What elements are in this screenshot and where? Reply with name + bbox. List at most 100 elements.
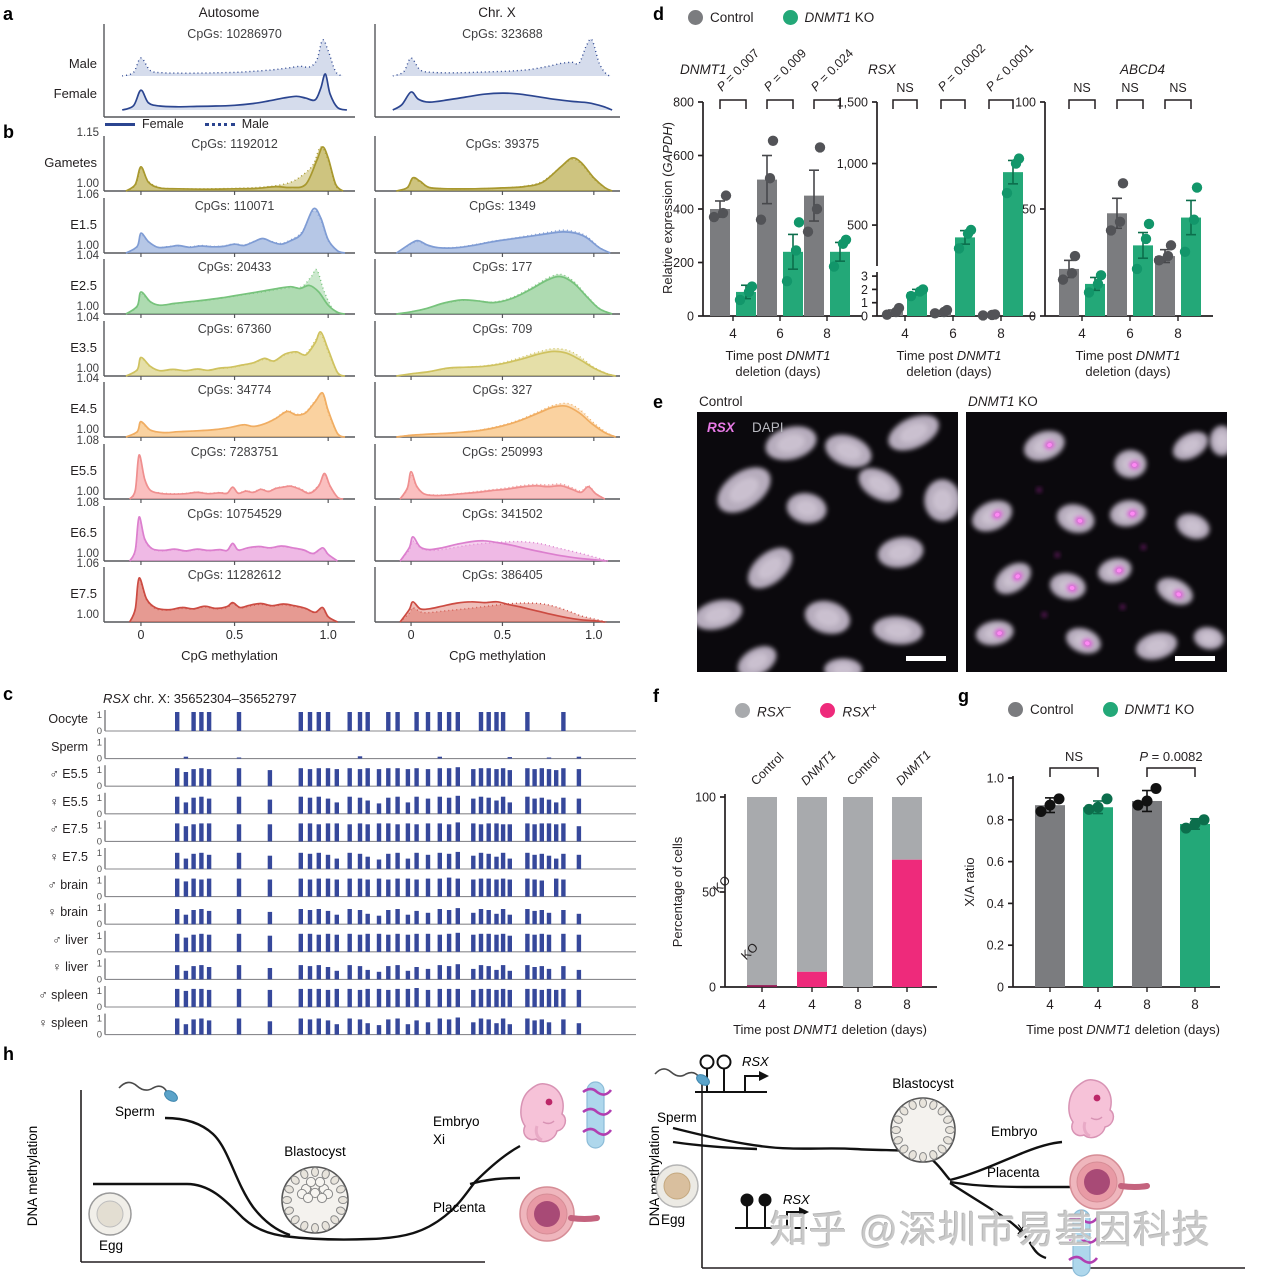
ellipse bbox=[893, 1136, 903, 1145]
methylation-bar bbox=[532, 934, 537, 952]
ellipse bbox=[321, 1169, 330, 1179]
track-ytick-0: 0 bbox=[97, 919, 102, 930]
day-label: 8 bbox=[823, 326, 831, 341]
bar-rsx-negative bbox=[797, 797, 827, 972]
data-dot bbox=[734, 294, 746, 306]
methylation-bar bbox=[334, 858, 339, 870]
methylation-bar bbox=[486, 966, 491, 980]
ns-label: NS bbox=[1169, 81, 1186, 95]
methylation-bar bbox=[507, 914, 512, 925]
data-dot bbox=[1013, 153, 1025, 164]
methylation-bar bbox=[507, 989, 512, 1007]
female-density-fill bbox=[126, 207, 345, 253]
methylation-bar bbox=[236, 909, 242, 925]
data-dot bbox=[977, 310, 989, 321]
ellipse bbox=[300, 1169, 309, 1179]
male-density-fill bbox=[396, 403, 616, 438]
ellipse bbox=[908, 1100, 917, 1110]
circle bbox=[314, 1176, 326, 1188]
methylation-bar bbox=[525, 823, 530, 842]
male-density-fill bbox=[400, 474, 605, 499]
ellipse bbox=[284, 1185, 294, 1194]
rsx-spot-core bbox=[1130, 511, 1135, 516]
panel-label-h: h bbox=[3, 1044, 14, 1064]
x-axis-label-line2: deletion (days) bbox=[735, 364, 820, 379]
methylation-bar bbox=[532, 769, 537, 787]
methylation-bar bbox=[316, 1018, 321, 1035]
y-max-label: 1.15 bbox=[76, 127, 99, 139]
x-tick-label: 0 bbox=[407, 627, 415, 642]
methylation-bar bbox=[334, 823, 339, 842]
ellipse bbox=[932, 488, 953, 512]
nucleus bbox=[1135, 632, 1178, 660]
nucleus bbox=[877, 537, 924, 568]
egg-label: Egg bbox=[99, 1238, 123, 1253]
cpg-count: CpGs: 341502 bbox=[462, 507, 543, 521]
y-max-label: 1.04 bbox=[76, 311, 99, 324]
column-label: Control bbox=[748, 750, 786, 788]
nucleus bbox=[765, 426, 817, 461]
methylation-bar bbox=[365, 768, 370, 787]
methylation-bar bbox=[405, 970, 411, 980]
path bbox=[1118, 1183, 1150, 1190]
embryo-label: Embryo bbox=[991, 1124, 1038, 1139]
male-density-fill bbox=[126, 333, 345, 376]
methylation-bar bbox=[414, 879, 419, 897]
methylation-bar bbox=[546, 934, 552, 952]
significance-bracket bbox=[1146, 767, 1196, 777]
methylation-bar bbox=[395, 878, 400, 897]
bar-dnmt1-ko bbox=[1180, 823, 1210, 987]
ellipse bbox=[1184, 519, 1203, 534]
sperm-icon bbox=[654, 1068, 710, 1086]
female-density-line bbox=[128, 454, 344, 500]
methylation-bar bbox=[386, 966, 391, 980]
embryo-icon bbox=[520, 1083, 567, 1143]
methylation-bar bbox=[386, 712, 391, 731]
methylation-bar bbox=[183, 914, 189, 925]
cpg-count: CpGs: 1192012 bbox=[191, 137, 278, 151]
male-density-fill bbox=[126, 210, 345, 253]
methylation-bar bbox=[365, 712, 370, 731]
track-ytick-0: 0 bbox=[97, 974, 102, 985]
ellipse bbox=[1180, 438, 1201, 454]
methylation-bar bbox=[376, 878, 382, 897]
y-tick-label: 0.6 bbox=[987, 855, 1004, 869]
methylation-bar bbox=[206, 823, 212, 842]
ellipse bbox=[929, 1150, 938, 1160]
y-tick-label: 800 bbox=[673, 96, 694, 110]
methylation-bar bbox=[478, 965, 484, 980]
methylation-bar bbox=[576, 1023, 582, 1035]
cpg-count: CpGs: 10286970 bbox=[187, 27, 282, 41]
female-density-fill bbox=[129, 516, 338, 561]
methylation-bar bbox=[199, 965, 204, 980]
methylation-bar bbox=[316, 988, 321, 1007]
methylation-bar bbox=[376, 859, 382, 869]
y-tick-label: 2 bbox=[861, 283, 868, 297]
day-label: 8 bbox=[1143, 997, 1151, 1012]
methylation-bar bbox=[365, 879, 370, 897]
methylation-bar bbox=[561, 768, 566, 787]
day-label: 4 bbox=[1046, 997, 1054, 1012]
track-ytick-1: 1 bbox=[97, 848, 102, 859]
methylation-bar bbox=[486, 712, 491, 731]
data-dot bbox=[781, 276, 793, 287]
methylation-bar bbox=[425, 1022, 431, 1035]
bar-control bbox=[1107, 213, 1127, 316]
methylation-bar bbox=[525, 909, 530, 925]
methylation-bar bbox=[446, 933, 452, 952]
legend-label-rsx-pos: RSX+ bbox=[842, 702, 877, 720]
ellipse bbox=[893, 1115, 903, 1124]
methylation-bar bbox=[414, 852, 419, 869]
bar-control bbox=[1035, 805, 1065, 987]
rsx-spot-core bbox=[1176, 592, 1182, 597]
row-label-E1.5: E1.5 bbox=[70, 216, 97, 232]
methylation-bar bbox=[507, 802, 512, 814]
ellipse bbox=[945, 1126, 955, 1134]
ellipse bbox=[937, 1106, 947, 1116]
rsx-debris bbox=[1120, 604, 1126, 610]
panel-e-overlay-rsx: RSX bbox=[707, 420, 735, 435]
methylation-bar bbox=[175, 712, 180, 731]
methylation-bar bbox=[437, 712, 442, 731]
significance-label: NS bbox=[1065, 749, 1083, 764]
panel-d-abcd4-chart: 0 50 100 ABCD4 4 NS 6 NS 8 NS Time post DNMT1delet… bbox=[1015, 62, 1213, 379]
